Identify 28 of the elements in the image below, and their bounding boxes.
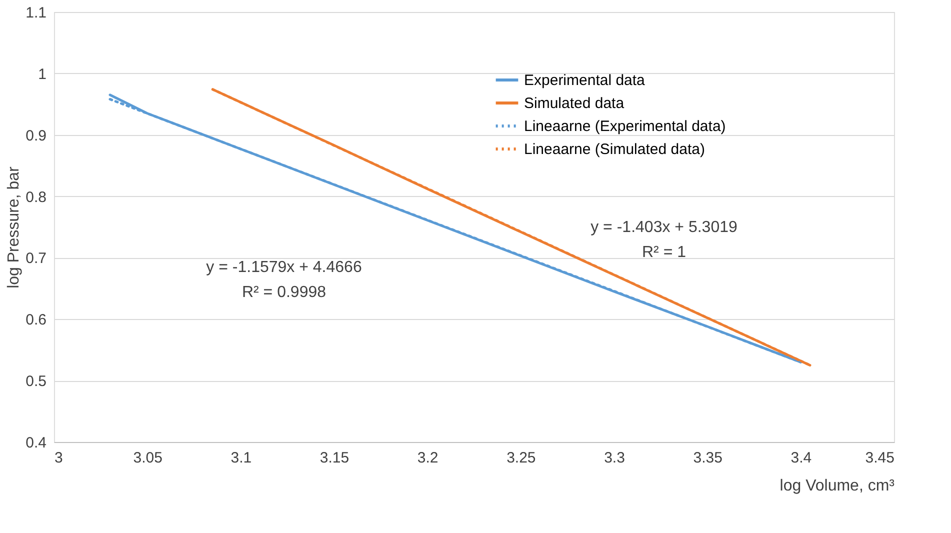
y-tick-label: 1 [38,66,46,83]
legend-label: Experimental data [524,72,646,89]
y-tick-label: 0.8 [26,188,46,206]
y-axis-title: log Pressure, bar [6,166,23,288]
x-tick-label: 3.3 [604,450,625,466]
x-tick-label: 3.1 [230,450,252,466]
x-axis-title: log Volume, cm³ [780,478,896,494]
annotation: y = -1.1579x + 4.4666 [206,259,362,276]
legend-label: Lineaarne (Simulated data) [524,141,705,158]
annotation: R² = 1 [642,244,686,261]
x-tick-label: 3.05 [133,450,162,466]
y-tick-label: 0.7 [26,250,46,268]
x-tick-label: 3.4 [790,450,812,466]
y-tick-label: 1.1 [26,4,46,22]
annotation: y = -1.403x + 5.3019 [590,219,738,236]
x-tick-label: 3.35 [693,450,722,466]
x-tick-label: 3.45 [865,450,894,466]
x-tick-label: 3.2 [417,450,438,466]
y-tick-label: 0.4 [26,434,46,452]
y-tick-label: 0.5 [26,373,46,390]
annotation: R² = 0.9998 [242,284,326,301]
y-tick-label: 0.6 [26,312,46,329]
y-tick-label: 0.9 [26,127,46,144]
x-tick-label: 3 [54,450,63,466]
legend-label: Lineaarne (Experimental data) [524,118,726,135]
legend-label: Simulated data [524,95,625,112]
x-tick-label: 3.15 [320,450,350,466]
x-tick-label: 3.25 [506,450,536,466]
